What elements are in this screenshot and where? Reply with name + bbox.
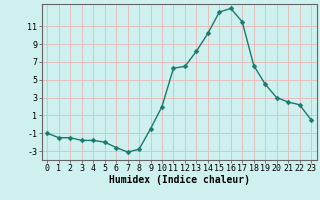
X-axis label: Humidex (Indice chaleur): Humidex (Indice chaleur) xyxy=(109,175,250,185)
